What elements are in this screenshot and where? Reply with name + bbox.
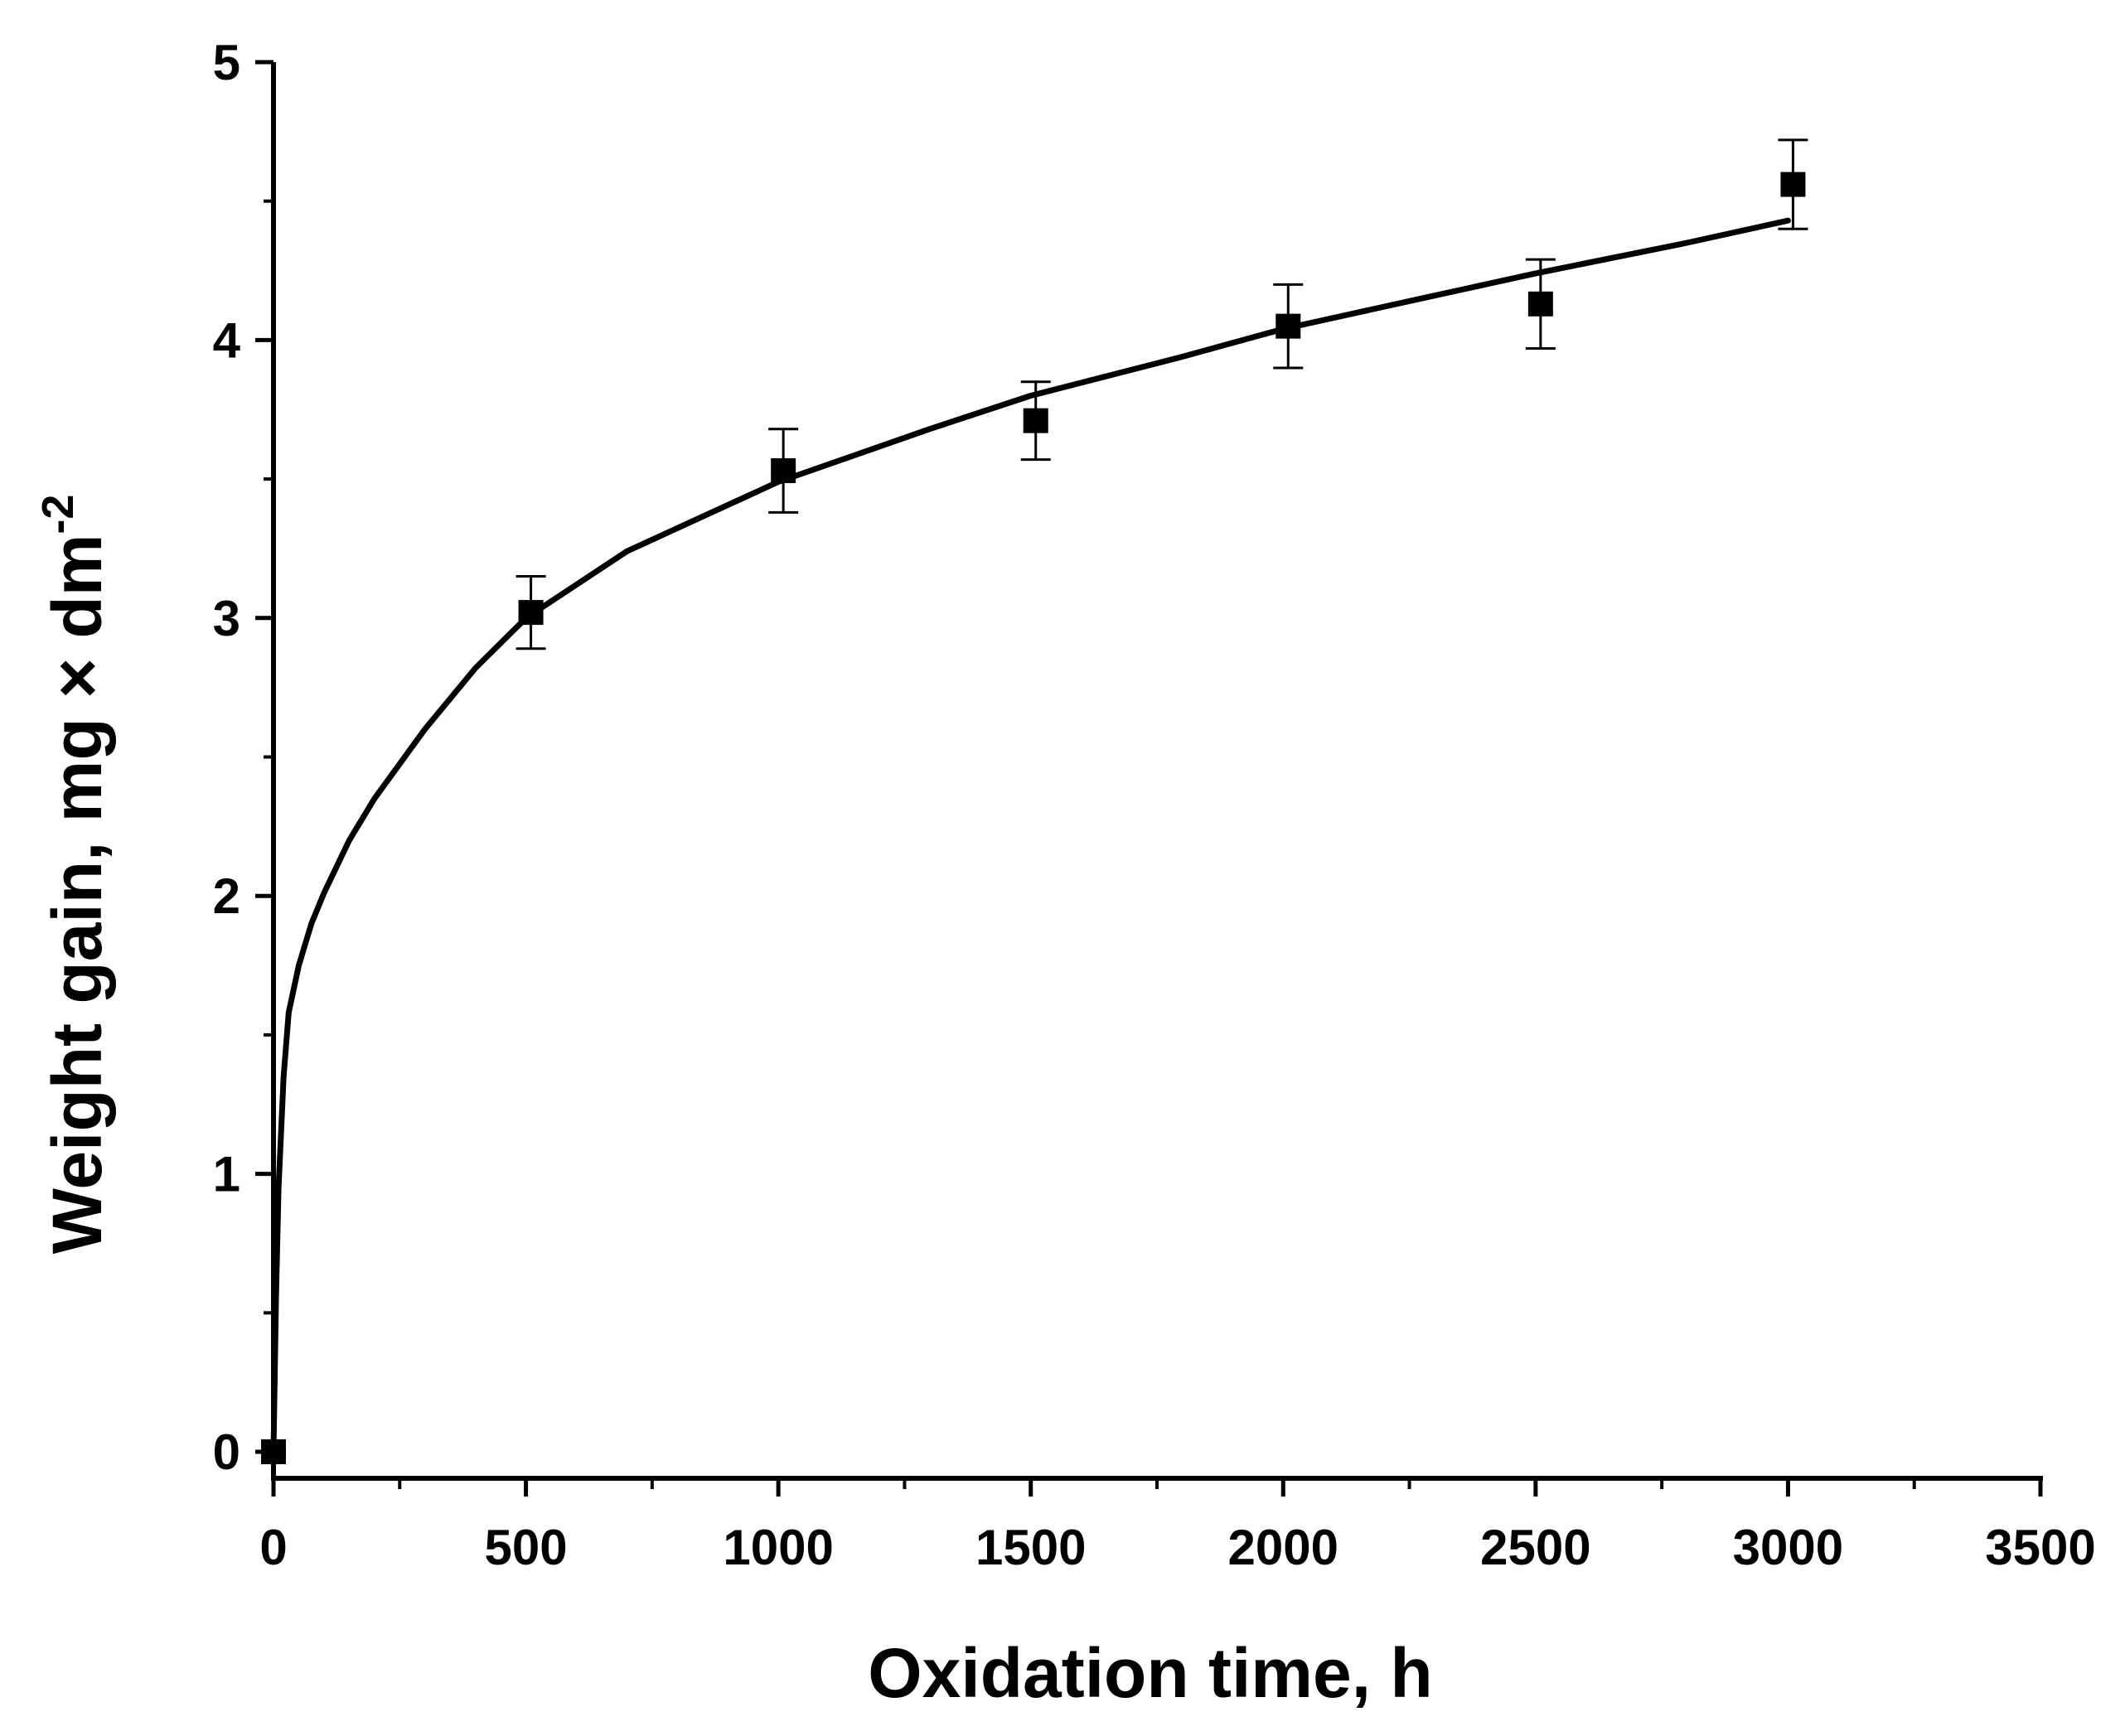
y-axis-title: Weight gain, mg × dm-2 <box>33 495 116 1255</box>
y-axis-title-superscript: -2 <box>33 495 83 534</box>
x-tick-label: 0 <box>259 1520 287 1575</box>
x-tick-label: 3000 <box>1733 1520 1843 1575</box>
axes <box>271 62 2043 1481</box>
tick-labels: 0 1 2 3 4 5 0 500 1000 1500 2000 2500 3000 3500 <box>213 35 2096 1575</box>
y-tick-label: 4 <box>213 312 241 368</box>
data-point-square <box>1023 408 1048 433</box>
data-point-square <box>518 600 544 626</box>
y-tick-label: 5 <box>213 35 240 90</box>
x-tick-label: 2500 <box>1480 1520 1590 1575</box>
data-point-square <box>261 1439 286 1464</box>
fit-curve <box>270 217 1791 1455</box>
y-tick-label: 2 <box>213 868 240 924</box>
data-point-square <box>1780 172 1806 197</box>
y-axis-title-main: Weight gain, mg × dm <box>38 534 116 1255</box>
data-point-square <box>771 458 796 484</box>
y-tick-label: 0 <box>213 1424 240 1480</box>
x-axis-title: Oxidation time, h <box>868 1634 1432 1712</box>
x-tick-label: 3500 <box>1985 1520 2095 1575</box>
x-tick-label: 500 <box>485 1520 568 1575</box>
tick-marks <box>255 60 2043 1497</box>
x-tick-label: 1500 <box>975 1520 1086 1575</box>
data-point-square <box>1275 313 1301 339</box>
data-point-square <box>1527 291 1553 317</box>
fit-curve-group <box>270 217 1791 1455</box>
y-axis-title-group: Weight gain, mg × dm-2 <box>33 495 116 1255</box>
error-bars <box>516 138 1808 650</box>
data-points <box>261 172 1806 1464</box>
y-tick-label: 1 <box>213 1147 240 1202</box>
x-tick-label: 1000 <box>723 1520 833 1575</box>
x-tick-label: 2000 <box>1228 1520 1338 1575</box>
y-tick-label: 3 <box>213 591 240 646</box>
